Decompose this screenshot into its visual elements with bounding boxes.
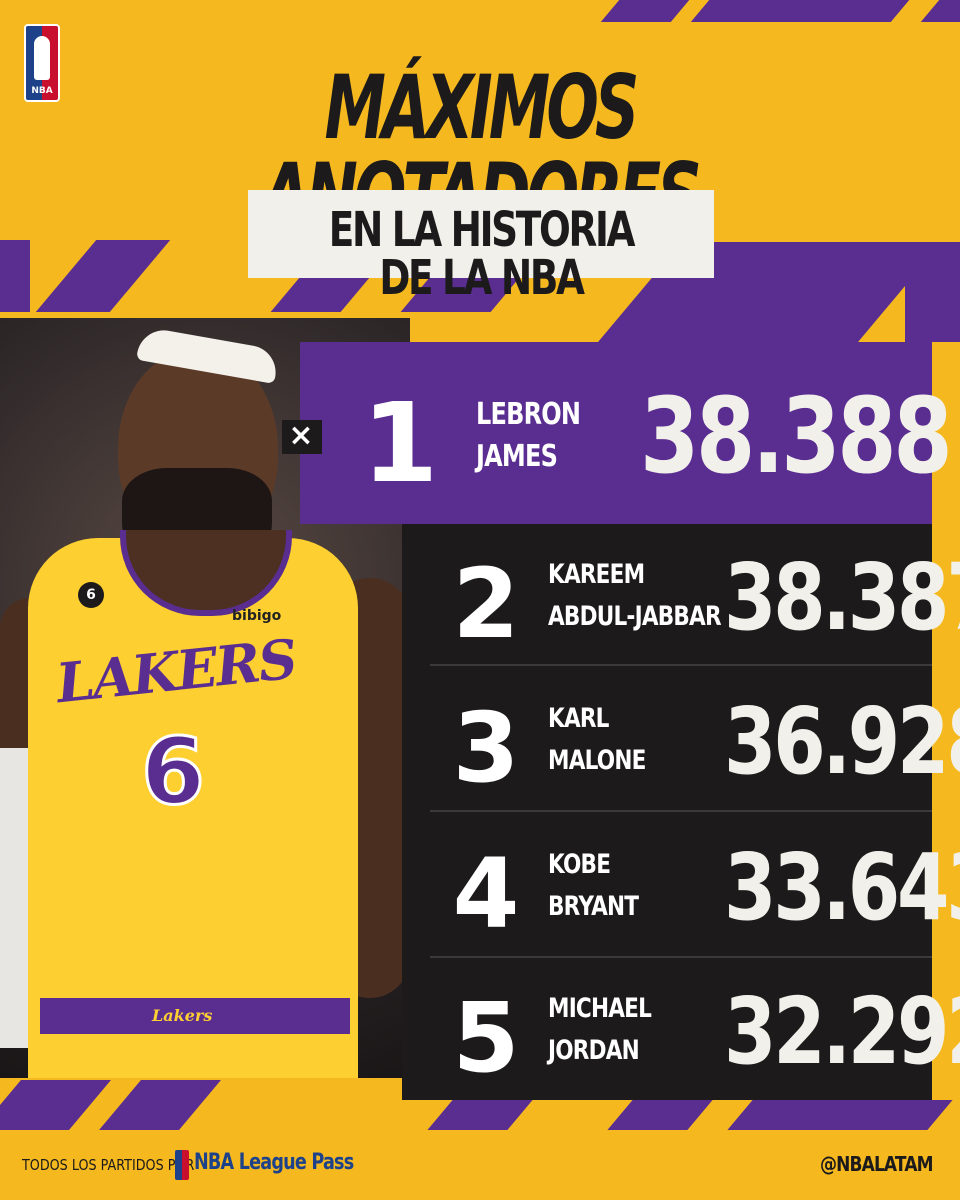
mid-stripe-2: [35, 240, 171, 312]
rank-number: 4: [452, 838, 520, 950]
player-first-name: LEBRON: [476, 397, 581, 432]
nba-logo-icon: [175, 1150, 189, 1180]
league-pass-logo[interactable]: NBA League Pass: [194, 1150, 354, 1175]
cross-icon: ×: [288, 418, 314, 453]
nba-logo: NBA: [24, 24, 60, 102]
mid-stripe-6: [905, 242, 960, 342]
marker-box: [282, 420, 322, 454]
player-points: 38.387: [724, 544, 960, 651]
subtitle-box: [248, 190, 714, 278]
row-divider: [430, 956, 932, 958]
player-jersey: [28, 538, 358, 1078]
top-stripe-2: [690, 0, 910, 22]
player-first-name: KARL: [548, 703, 609, 734]
bottom-stripe-3: [427, 1100, 533, 1130]
player-first-name: MICHAEL: [548, 993, 652, 1024]
player-points: 32.292: [724, 978, 960, 1085]
row-divider: [430, 810, 932, 812]
rank-number: 5: [452, 982, 520, 1094]
footer-text: TODOS LOS PARTIDOS POR: [22, 1156, 195, 1174]
player-last-name: ABDUL-JABBAR: [548, 601, 722, 632]
player-points: 36.928: [724, 688, 960, 795]
player-last-name: JAMES: [476, 439, 558, 474]
rank-number: 1: [361, 379, 439, 507]
player-last-name: JORDAN: [548, 1035, 640, 1066]
player-points: 38.388: [640, 375, 953, 497]
bottom-stripe-2: [99, 1080, 221, 1130]
player-first-name: KAREEM: [548, 559, 645, 590]
waistband-logo: Lakers: [152, 1006, 213, 1025]
nba-logo-text: NBA: [31, 86, 53, 96]
row-divider: [430, 664, 932, 666]
ranking-row-1-highlight: [300, 342, 932, 524]
bottom-stripe-1: [0, 1080, 111, 1130]
social-handle[interactable]: @NBALATAM: [820, 1152, 934, 1176]
jersey-waistband: [40, 998, 350, 1034]
nba-silhouette-icon: [34, 36, 50, 80]
player-first-name: KOBE: [548, 849, 611, 880]
top-stripe-1: [600, 0, 690, 22]
rank-number: 2: [452, 548, 520, 660]
jersey-sponsor: bibigo: [232, 608, 282, 624]
page-subtitle: EN LA HISTORIA DE LA NBA: [328, 202, 636, 306]
jersey-patch: 6: [78, 582, 104, 608]
arm-sleeve: [0, 748, 28, 1048]
top-stripe-3: [920, 0, 960, 22]
player-points: 33.643: [724, 834, 960, 941]
mid-stripe-1: [0, 240, 30, 312]
jersey-number: 6: [139, 717, 206, 827]
bottom-stripe-5: [727, 1100, 953, 1130]
bottom-stripe-4: [607, 1100, 713, 1130]
player-last-name: MALONE: [548, 745, 646, 776]
player-last-name: BRYANT: [548, 891, 639, 922]
rank-number: 3: [452, 692, 520, 804]
